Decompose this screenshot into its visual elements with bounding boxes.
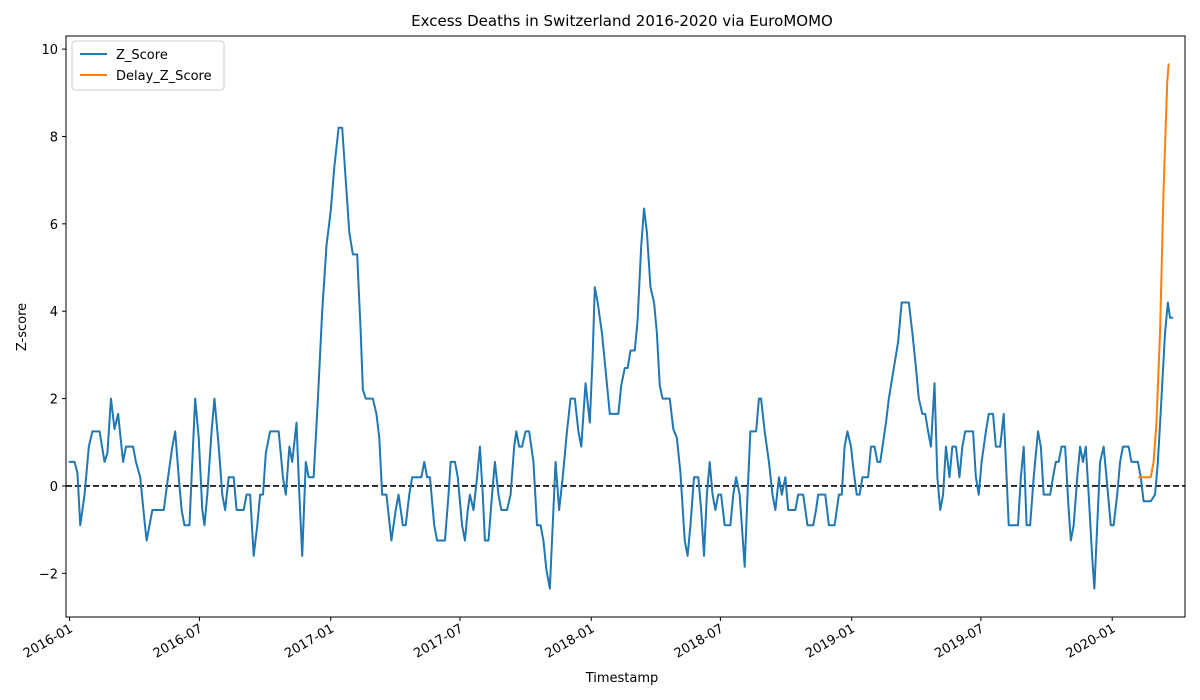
series-line-z-score bbox=[68, 126, 1174, 590]
legend-box bbox=[71, 40, 225, 91]
y-axis: −2 0 2 4 6 8 10 bbox=[39, 43, 66, 582]
axes-frame-group bbox=[65, 35, 1186, 618]
y-tick-label: 10 bbox=[41, 43, 58, 58]
y-tick-label: 6 bbox=[50, 218, 58, 233]
y-tick-label: −2 bbox=[39, 567, 58, 582]
y-tick-label: 8 bbox=[50, 130, 58, 145]
legend-label-z-score: Z_Score bbox=[116, 48, 168, 63]
y-tick-label: 2 bbox=[50, 393, 58, 408]
y-tick-label: 0 bbox=[50, 480, 58, 495]
y-axis-label: Z-score bbox=[15, 303, 30, 351]
series-group bbox=[68, 63, 1174, 590]
legend-label-delay-z-score: Delay_Z_Score bbox=[116, 69, 212, 84]
x-axis-label: Timestamp bbox=[585, 671, 659, 686]
y-tick-label: 4 bbox=[50, 305, 58, 320]
chart-title: Excess Deaths in Switzerland 2016-2020 v… bbox=[411, 12, 833, 30]
series-line-delay-z-score bbox=[1138, 63, 1170, 479]
legend: Z_Score Delay_Z_Score bbox=[71, 40, 225, 91]
axes-frame bbox=[65, 35, 1186, 618]
